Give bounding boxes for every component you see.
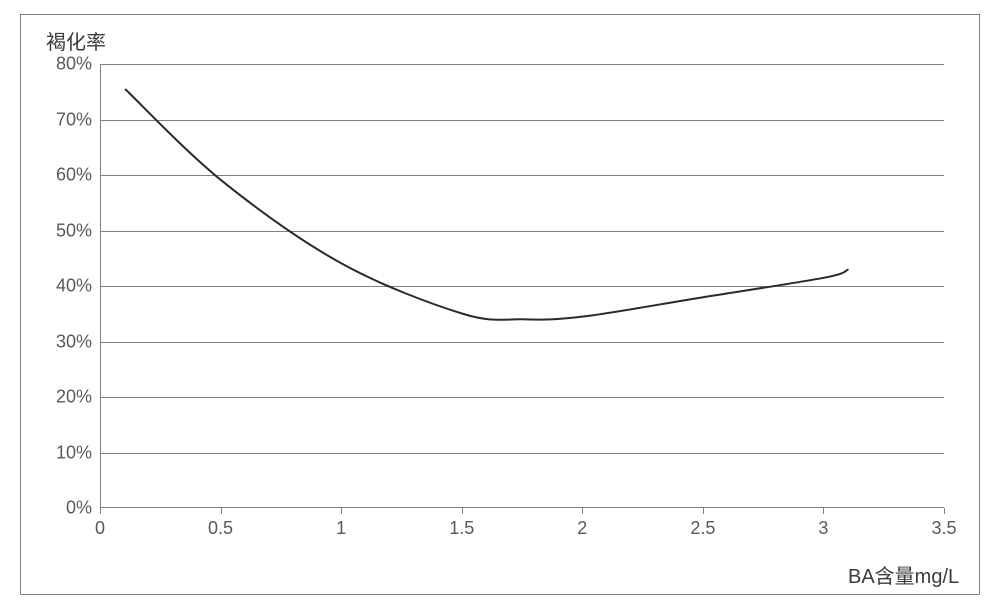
- x-tick-label: 0.5: [208, 518, 233, 539]
- x-tick-label: 0: [95, 518, 105, 539]
- y-tick-label: 20%: [0, 387, 92, 408]
- x-tick-label: 1.5: [449, 518, 474, 539]
- y-tick-label: 60%: [0, 165, 92, 186]
- series-line: [125, 89, 848, 320]
- y-tick-label: 40%: [0, 276, 92, 297]
- x-tick-mark: [944, 508, 945, 514]
- y-tick-label: 30%: [0, 331, 92, 352]
- plot-area: [100, 64, 944, 508]
- x-tick-label: 3: [818, 518, 828, 539]
- x-axis-title: BA含量mg/L: [848, 560, 959, 589]
- x-tick-mark: [100, 508, 101, 514]
- x-tick-mark: [582, 508, 583, 514]
- y-tick-label: 80%: [0, 54, 92, 75]
- x-tick-label: 1: [336, 518, 346, 539]
- x-tick-mark: [462, 508, 463, 514]
- x-tick-label: 2.5: [690, 518, 715, 539]
- y-axis-title: 褐化率: [46, 26, 106, 55]
- y-tick-label: 0%: [0, 498, 92, 519]
- y-tick-label: 70%: [0, 109, 92, 130]
- x-tick-mark: [823, 508, 824, 514]
- x-tick-label: 3.5: [931, 518, 956, 539]
- y-tick-label: 10%: [0, 442, 92, 463]
- x-tick-mark: [341, 508, 342, 514]
- x-tick-mark: [221, 508, 222, 514]
- data-line: [101, 64, 945, 508]
- x-tick-label: 2: [577, 518, 587, 539]
- x-tick-mark: [703, 508, 704, 514]
- y-tick-label: 50%: [0, 220, 92, 241]
